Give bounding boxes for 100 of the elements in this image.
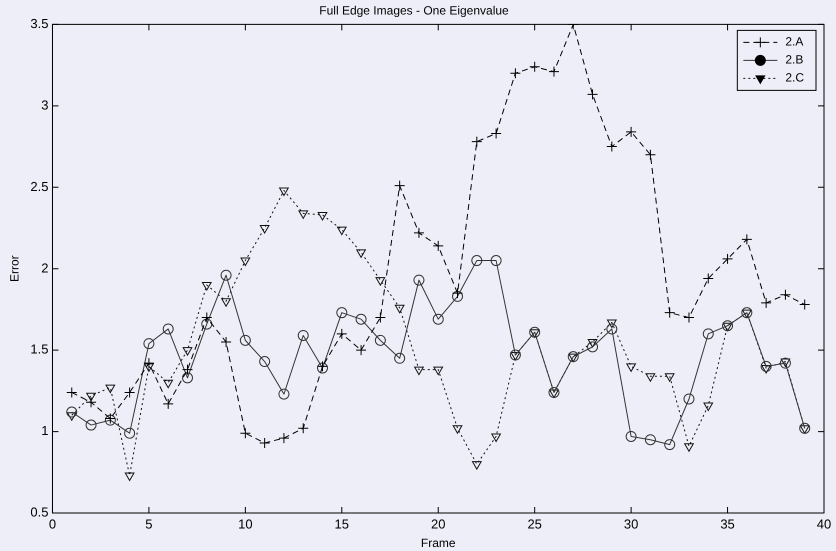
point bbox=[182, 347, 192, 356]
legend-label: 2.B bbox=[785, 52, 804, 67]
point bbox=[722, 253, 734, 264]
point bbox=[452, 290, 464, 302]
point bbox=[413, 227, 424, 238]
point bbox=[800, 425, 810, 434]
point bbox=[780, 289, 791, 300]
point bbox=[471, 136, 482, 148]
point bbox=[664, 307, 676, 318]
point bbox=[278, 388, 290, 400]
x-tick-label: 20 bbox=[431, 516, 446, 532]
point bbox=[298, 422, 309, 434]
point bbox=[143, 338, 154, 350]
point bbox=[124, 386, 136, 398]
point bbox=[182, 372, 193, 384]
point bbox=[221, 298, 231, 307]
point bbox=[702, 272, 714, 284]
point bbox=[703, 402, 714, 412]
x-tick-label: 0 bbox=[48, 516, 56, 532]
x-tick-label: 30 bbox=[624, 516, 638, 532]
point bbox=[683, 393, 694, 404]
x-tick-label: 35 bbox=[720, 516, 735, 532]
point bbox=[741, 234, 752, 245]
legend-label: 2.A bbox=[785, 34, 804, 49]
point bbox=[452, 288, 464, 299]
point bbox=[433, 366, 444, 376]
point bbox=[144, 363, 154, 372]
point bbox=[66, 412, 77, 421]
x-tick-label: 5 bbox=[145, 516, 153, 532]
point bbox=[587, 341, 598, 352]
point bbox=[298, 330, 309, 341]
point bbox=[86, 392, 96, 402]
point bbox=[240, 428, 251, 439]
point bbox=[413, 274, 424, 286]
point bbox=[86, 396, 97, 408]
point bbox=[549, 389, 559, 398]
point bbox=[259, 437, 270, 448]
point bbox=[202, 282, 212, 290]
point bbox=[529, 326, 540, 338]
point bbox=[66, 386, 78, 398]
point bbox=[664, 373, 675, 382]
point bbox=[760, 360, 772, 372]
point bbox=[162, 398, 174, 410]
point bbox=[568, 351, 579, 362]
point bbox=[471, 255, 482, 266]
point bbox=[530, 329, 540, 338]
point bbox=[702, 328, 714, 340]
point bbox=[86, 420, 97, 431]
point bbox=[760, 297, 772, 308]
point bbox=[799, 299, 810, 310]
point bbox=[741, 307, 752, 318]
x-tick-label: 25 bbox=[527, 516, 542, 532]
point bbox=[201, 318, 212, 330]
point bbox=[607, 319, 617, 328]
point bbox=[799, 422, 810, 434]
point bbox=[163, 380, 174, 388]
point bbox=[568, 354, 578, 362]
point bbox=[240, 258, 250, 266]
point bbox=[722, 320, 734, 332]
point bbox=[722, 322, 732, 332]
point bbox=[394, 352, 406, 364]
point bbox=[374, 312, 386, 324]
y-tick-label: 3 bbox=[41, 97, 48, 112]
y-tick-label: 1 bbox=[41, 423, 48, 438]
point bbox=[587, 88, 598, 100]
point bbox=[356, 314, 367, 325]
point bbox=[588, 338, 598, 348]
point bbox=[182, 364, 193, 376]
point bbox=[491, 433, 501, 442]
y-tick-label: 2.5 bbox=[30, 178, 48, 194]
point bbox=[376, 277, 386, 286]
point bbox=[143, 358, 154, 369]
point bbox=[279, 188, 289, 196]
point bbox=[106, 384, 116, 394]
point bbox=[606, 323, 618, 334]
y-axis-title: Error bbox=[8, 255, 22, 282]
point bbox=[278, 432, 290, 444]
point bbox=[742, 310, 752, 318]
point bbox=[356, 249, 366, 258]
point bbox=[298, 210, 308, 219]
point bbox=[432, 240, 444, 252]
point bbox=[548, 66, 560, 78]
point bbox=[260, 224, 270, 234]
point bbox=[761, 365, 771, 374]
point bbox=[318, 212, 328, 220]
point bbox=[548, 386, 560, 398]
y-tick-label: 2 bbox=[41, 260, 48, 276]
point bbox=[644, 149, 656, 160]
point bbox=[664, 439, 676, 450]
point bbox=[394, 304, 404, 314]
point bbox=[626, 430, 637, 442]
point bbox=[490, 255, 502, 266]
point bbox=[220, 270, 232, 281]
point bbox=[684, 443, 694, 452]
x-tick-label: 10 bbox=[238, 516, 253, 532]
point bbox=[124, 472, 134, 482]
point bbox=[626, 126, 637, 138]
point bbox=[414, 366, 424, 376]
point bbox=[606, 141, 618, 152]
point bbox=[374, 334, 386, 346]
